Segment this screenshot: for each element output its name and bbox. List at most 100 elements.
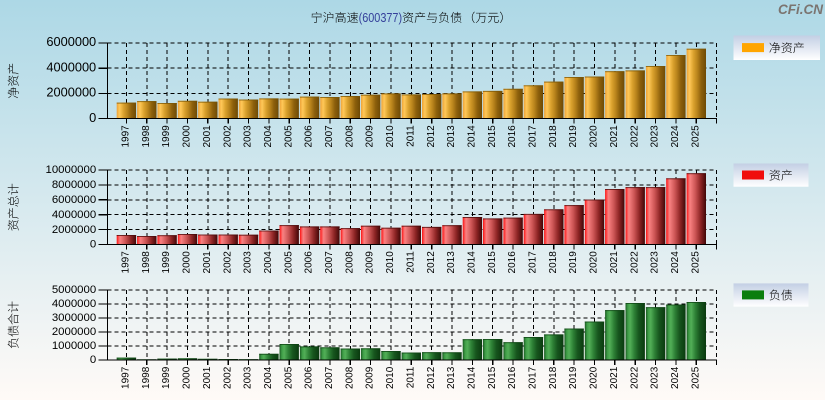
svg-text:2011: 2011 xyxy=(405,251,416,273)
svg-text:1999: 1999 xyxy=(161,366,172,389)
svg-text:6000000: 6000000 xyxy=(52,194,96,206)
svg-text:2000000: 2000000 xyxy=(52,326,96,338)
svg-text:2013: 2013 xyxy=(446,366,457,389)
svg-text:4000000: 4000000 xyxy=(52,298,96,310)
svg-text:4000000: 4000000 xyxy=(46,59,96,74)
svg-text:2010: 2010 xyxy=(385,125,396,148)
svg-text:2025: 2025 xyxy=(690,125,701,148)
svg-text:2015: 2015 xyxy=(487,125,498,148)
svg-text:10000000: 10000000 xyxy=(46,164,97,176)
svg-text:2024: 2024 xyxy=(670,251,681,274)
svg-text:3000000: 3000000 xyxy=(52,312,96,324)
svg-text:2012: 2012 xyxy=(426,251,437,274)
svg-text:1000000: 1000000 xyxy=(52,340,96,352)
svg-text:2000: 2000 xyxy=(182,366,193,389)
svg-text:2001: 2001 xyxy=(202,125,213,148)
svg-text:0: 0 xyxy=(90,239,96,251)
svg-text:2006: 2006 xyxy=(304,366,315,389)
svg-text:1998: 1998 xyxy=(141,125,152,148)
svg-text:2011: 2011 xyxy=(405,366,416,388)
svg-text:1999: 1999 xyxy=(161,125,172,148)
svg-text:2000000: 2000000 xyxy=(46,85,96,100)
svg-text:2016: 2016 xyxy=(507,125,518,148)
svg-text:2021: 2021 xyxy=(609,125,620,148)
svg-text:2001: 2001 xyxy=(202,366,213,389)
svg-text:2017: 2017 xyxy=(528,125,539,148)
svg-text:2014: 2014 xyxy=(467,251,478,274)
svg-text:2025: 2025 xyxy=(690,366,701,389)
svg-text:2000000: 2000000 xyxy=(52,224,96,236)
svg-text:2015: 2015 xyxy=(487,251,498,274)
svg-text:2017: 2017 xyxy=(528,251,539,274)
svg-text:2008: 2008 xyxy=(344,366,355,389)
svg-text:2025: 2025 xyxy=(690,251,701,274)
svg-text:2023: 2023 xyxy=(650,125,661,148)
svg-text:2007: 2007 xyxy=(324,251,335,274)
svg-text:2003: 2003 xyxy=(243,251,254,274)
svg-text:2010: 2010 xyxy=(385,251,396,274)
svg-text:2020: 2020 xyxy=(589,366,600,389)
svg-text:2001: 2001 xyxy=(202,251,213,274)
svg-text:2006: 2006 xyxy=(304,125,315,148)
svg-text:5000000: 5000000 xyxy=(52,284,96,296)
svg-text:2006: 2006 xyxy=(304,251,315,274)
svg-text:2017: 2017 xyxy=(528,366,539,389)
svg-text:2008: 2008 xyxy=(344,251,355,274)
svg-text:2004: 2004 xyxy=(263,125,274,148)
svg-text:2024: 2024 xyxy=(670,366,681,389)
svg-text:2022: 2022 xyxy=(629,366,640,389)
svg-text:2013: 2013 xyxy=(446,251,457,274)
svg-text:2023: 2023 xyxy=(650,366,661,389)
svg-text:2019: 2019 xyxy=(568,251,579,274)
svg-text:1998: 1998 xyxy=(141,366,152,389)
svg-text:2012: 2012 xyxy=(426,125,437,148)
svg-text:2009: 2009 xyxy=(365,251,376,274)
svg-text:2019: 2019 xyxy=(568,366,579,389)
svg-text:2003: 2003 xyxy=(243,125,254,148)
svg-text:1997: 1997 xyxy=(121,251,132,274)
svg-text:2004: 2004 xyxy=(263,251,274,274)
svg-text:2018: 2018 xyxy=(548,251,559,274)
svg-text:2022: 2022 xyxy=(629,251,640,274)
svg-text:2000: 2000 xyxy=(182,125,193,148)
svg-text:(600377): (600377) xyxy=(359,11,403,25)
svg-text:6000000: 6000000 xyxy=(46,34,96,49)
svg-text:4000000: 4000000 xyxy=(52,209,96,221)
svg-text:0: 0 xyxy=(89,110,96,125)
svg-text:2002: 2002 xyxy=(222,251,233,274)
svg-text:2005: 2005 xyxy=(283,366,294,389)
svg-text:2013: 2013 xyxy=(446,125,457,148)
svg-text:2009: 2009 xyxy=(365,125,376,148)
svg-text:2009: 2009 xyxy=(365,366,376,389)
svg-text:2007: 2007 xyxy=(324,366,335,389)
svg-text:8000000: 8000000 xyxy=(52,179,96,191)
svg-text:2000: 2000 xyxy=(182,251,193,274)
svg-text:2003: 2003 xyxy=(243,366,254,389)
svg-text:2021: 2021 xyxy=(609,366,620,389)
svg-text:1997: 1997 xyxy=(121,125,132,148)
svg-text:2021: 2021 xyxy=(609,251,620,274)
svg-text:1997: 1997 xyxy=(121,366,132,389)
svg-text:2018: 2018 xyxy=(548,125,559,148)
svg-text:2024: 2024 xyxy=(670,125,681,148)
svg-text:2014: 2014 xyxy=(467,366,478,389)
svg-text:CFi.CN: CFi.CN xyxy=(778,2,823,17)
svg-text:2008: 2008 xyxy=(344,125,355,148)
svg-text:0: 0 xyxy=(90,354,96,366)
svg-text:2005: 2005 xyxy=(283,125,294,148)
svg-text:2004: 2004 xyxy=(263,366,274,389)
svg-text:2010: 2010 xyxy=(385,366,396,389)
svg-text:2002: 2002 xyxy=(222,366,233,389)
svg-text:2014: 2014 xyxy=(467,125,478,148)
svg-text:2016: 2016 xyxy=(507,251,518,274)
svg-text:1999: 1999 xyxy=(161,251,172,274)
svg-text:2022: 2022 xyxy=(629,125,640,148)
svg-text:2016: 2016 xyxy=(507,366,518,389)
svg-text:2020: 2020 xyxy=(589,125,600,148)
svg-text:2023: 2023 xyxy=(650,251,661,274)
svg-text:2020: 2020 xyxy=(589,251,600,274)
svg-text:2005: 2005 xyxy=(283,251,294,274)
svg-text:2002: 2002 xyxy=(222,125,233,148)
svg-text:2019: 2019 xyxy=(568,125,579,148)
svg-text:2012: 2012 xyxy=(426,366,437,389)
